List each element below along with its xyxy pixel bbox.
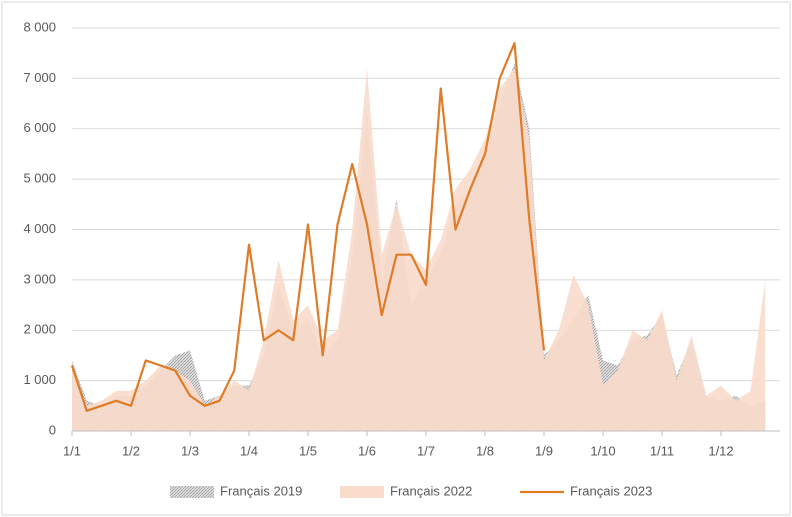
x-tick-label: 1/3: [181, 443, 199, 458]
legend-label: Français 2022: [390, 483, 472, 498]
x-tick-label: 1/11: [650, 443, 674, 458]
x-tick-label: 1/2: [122, 443, 140, 458]
x-tick-label: 1/8: [476, 443, 494, 458]
legend-label: Français 2023: [570, 483, 652, 498]
x-tick-label: 1/1: [63, 443, 81, 458]
legend-swatch: [340, 486, 384, 498]
line: [70, 42, 546, 412]
y-tick-label: 3 000: [23, 271, 56, 286]
legend-label: Français 2019: [220, 483, 302, 498]
x-tick-label: 1/5: [299, 443, 317, 458]
legend-swatch: [170, 486, 214, 498]
y-tick-label: 0: [49, 422, 56, 437]
x-tick-label: 1/12: [708, 443, 733, 458]
x-tick-label: 1/7: [417, 443, 435, 458]
y-tick-label: 4 000: [23, 221, 56, 236]
x-tick-label: 1/6: [358, 443, 376, 458]
y-tick-label: 8 000: [23, 19, 56, 34]
area: [72, 68, 766, 432]
y-tick-label: 5 000: [23, 171, 56, 186]
y-tick-label: 7 000: [23, 70, 56, 85]
y-tick-label: 2 000: [23, 322, 56, 337]
y-tick-label: 1 000: [23, 372, 56, 387]
x-tick-label: 1/9: [535, 443, 553, 458]
x-tick-label: 1/4: [240, 443, 258, 458]
y-tick-label: 6 000: [23, 120, 56, 135]
x-tick-label: 1/10: [590, 443, 615, 458]
